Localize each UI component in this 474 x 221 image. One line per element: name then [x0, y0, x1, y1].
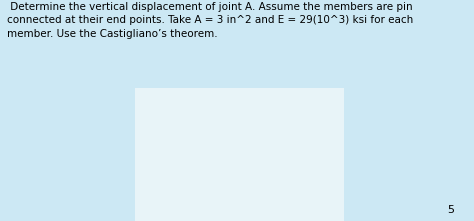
Text: 5: 5	[447, 205, 454, 215]
Text: 6 k: 6 k	[239, 91, 252, 100]
Circle shape	[240, 115, 247, 123]
Text: 6 ft: 6 ft	[210, 195, 225, 204]
Text: A: A	[183, 184, 189, 193]
Text: Determine the vertical displacement of joint A. Assume the members are pin
conne: Determine the vertical displacement of j…	[7, 2, 413, 39]
Circle shape	[187, 185, 195, 192]
Text: 6 ft: 6 ft	[263, 195, 277, 204]
Text: 3 k: 3 k	[193, 203, 206, 212]
Text: D: D	[235, 111, 241, 120]
Text: 8 ft: 8 ft	[170, 149, 184, 158]
Circle shape	[292, 185, 300, 192]
Text: B: B	[301, 184, 306, 193]
Text: C: C	[299, 111, 305, 120]
Circle shape	[292, 115, 300, 123]
